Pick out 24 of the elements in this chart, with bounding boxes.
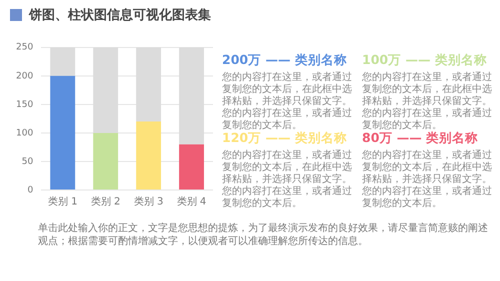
y-tick-label: 100 — [16, 128, 34, 138]
y-tick-label: 150 — [16, 100, 34, 110]
x-tick-label: 类别 1 — [48, 196, 78, 208]
bar — [136, 122, 162, 190]
chart-title: 饼图、柱状图信息可视化图表集 — [29, 7, 211, 24]
y-tick-label: 0 — [27, 185, 34, 196]
bar — [93, 132, 118, 190]
x-tick-label: 类别 3 — [134, 196, 164, 208]
text: 100万 —— 类别名称 — [362, 52, 488, 69]
x-tick-label: 类别 4 — [176, 196, 206, 208]
y-tick-label: 50 — [22, 156, 34, 167]
text: 您的内容打在这里，或者通过复制您的文本后，在此框中选择粘贴，并选择只保留文字。您的内容打在这里，或者通过复制您的文本后。 — [362, 150, 493, 210]
text: 120万 —— 类别名称 — [222, 130, 348, 147]
y-tick-label: 200 — [16, 71, 34, 82]
text: 您的内容打在这里，或者通过复制您的文本后，在此框中选择粘贴，并选择只保留文字。您的内容打在这里，或者通过复制您的文本后。 — [222, 72, 353, 132]
text: 您的内容打在这里，或者通过复制您的文本后，在此框中选择粘贴，并选择只保留文字。您的内容打在这里，或者通过复制您的文本后。 — [362, 72, 493, 132]
text: 200万 —— 类别名称 — [222, 52, 348, 69]
x-tick-label: 类别 2 — [90, 196, 120, 208]
text: 您的内容打在这里，或者通过复制您的文本后，在此框中选择粘贴，并选择只保留文字。您的内容打在这里，或者通过复制您的文本后。 — [222, 150, 353, 210]
text: 80万 —— 类别名称 — [362, 130, 480, 147]
y-tick-label: 250 — [16, 42, 34, 53]
bar — [179, 144, 204, 190]
text: 单击此处输入你的正文，文字是您思想的提炼，为了最终演示发布的良好效果，请尽量言简意赅的阐述观点；根据需要可酌情增减文字，以便观者可以准确理解您所传达的信息。 — [38, 222, 488, 248]
bar — [50, 76, 76, 190]
